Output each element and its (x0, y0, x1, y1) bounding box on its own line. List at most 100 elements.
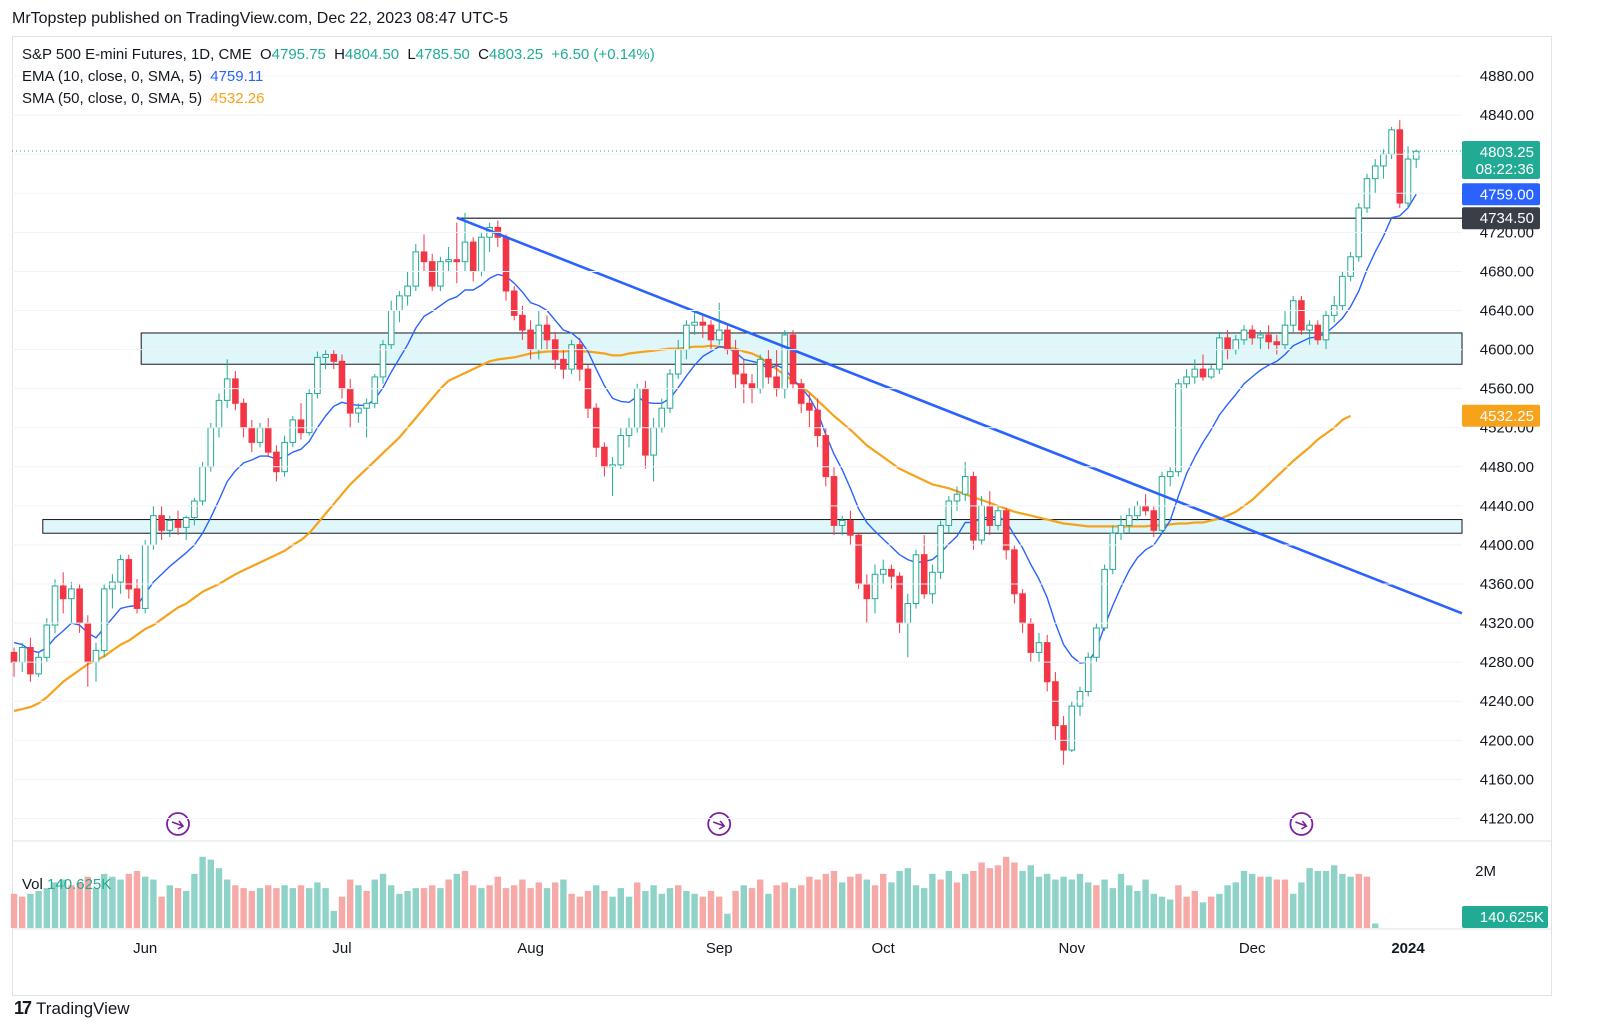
candle (428, 253, 436, 291)
vol-label: Vol (22, 876, 43, 893)
volume-bar (289, 888, 296, 928)
volume-bar (240, 888, 247, 928)
volume-bar (338, 896, 346, 928)
ema-legend[interactable]: EMA (10, close, 0, SMA, 5) 4759.11 (22, 66, 267, 87)
candle (576, 337, 584, 381)
x-tick-label: Oct (872, 940, 896, 957)
volume-bar (511, 885, 518, 928)
time-axis: Jun Jul Aug Sep Oct Nov Dec 2024 (133, 940, 1425, 957)
volume-bar (634, 882, 641, 928)
candle-body (379, 344, 387, 378)
volume-bar (1158, 896, 1166, 928)
candle-body (986, 505, 994, 526)
candle-body (1224, 337, 1231, 351)
volume-bar (76, 882, 83, 928)
candle (707, 320, 715, 350)
volume-bar (437, 888, 444, 928)
ema-label: EMA (10, close, 0, SMA, 5) (22, 68, 203, 85)
event-arrow (171, 820, 185, 830)
y-tick-label: 4560.00 (1480, 381, 1534, 398)
candle (953, 486, 961, 511)
volume-legend[interactable]: Vol 140.625K (22, 876, 111, 893)
candle-body (904, 603, 912, 624)
candle-body (1322, 314, 1330, 341)
symbol-legend[interactable]: S&P 500 E-mini Futures, 1D, CME O4795.75… (22, 44, 659, 65)
volume-bar (1060, 876, 1067, 928)
candle (412, 244, 420, 291)
candle-body (1281, 324, 1289, 346)
volume-bar (601, 890, 608, 928)
candle-body (1388, 129, 1395, 155)
candle (560, 349, 567, 379)
candle-body (1125, 515, 1133, 526)
candle (363, 398, 370, 438)
candle-body (683, 324, 690, 351)
candle-body (150, 515, 157, 546)
candle (970, 471, 977, 550)
candle (1150, 505, 1158, 538)
candle-body (1216, 337, 1223, 370)
chart-frame (12, 36, 1552, 996)
candle (1142, 494, 1149, 516)
candle (904, 593, 912, 658)
candle-body (855, 534, 862, 585)
volume-bar (724, 913, 731, 928)
tradingview-footer[interactable]: 17 TradingView (14, 998, 130, 1019)
volume-bar (1027, 865, 1034, 928)
event-arrow (712, 820, 726, 830)
volume-bar (781, 882, 788, 928)
volume-bar (716, 896, 723, 928)
volume-bar (962, 873, 969, 928)
candle (117, 554, 124, 594)
candle (1216, 332, 1223, 375)
candle (133, 579, 141, 614)
y-tick-label: 4400.00 (1480, 537, 1534, 554)
volume-bar (1011, 862, 1018, 928)
volume-bar (43, 888, 50, 928)
candle-body (314, 356, 321, 395)
candle (1240, 325, 1248, 345)
candle-body (125, 559, 133, 590)
volume-bar (683, 890, 690, 928)
candle (756, 354, 764, 394)
candle-body (945, 500, 953, 526)
candle (1093, 623, 1100, 663)
candle (1314, 320, 1322, 345)
volume-bar (1208, 896, 1215, 928)
volume-bar (379, 873, 387, 928)
candle-body (1404, 158, 1412, 204)
candle-body (281, 441, 288, 473)
candle (797, 378, 805, 414)
candle-body (830, 476, 838, 526)
volume-bar (1076, 873, 1084, 928)
ema-value: 4759.11 (210, 68, 264, 85)
volume-bar (1290, 893, 1297, 928)
volume-bar (822, 873, 829, 928)
candle (1002, 507, 1010, 560)
sma-value: 4532.26 (210, 90, 265, 107)
candle-body (182, 517, 190, 528)
candle (289, 416, 297, 448)
volume-bar (1167, 899, 1174, 928)
sma-legend[interactable]: SMA (50, close, 0, SMA, 5) 4532.26 (22, 88, 268, 109)
candle-body (289, 419, 297, 443)
candle-body (1117, 524, 1125, 534)
candle-body (617, 435, 625, 466)
candle (199, 461, 206, 506)
y-tick-label: 4880.00 (1480, 68, 1534, 85)
volume-bar (142, 876, 149, 928)
candle (765, 349, 772, 384)
x-tick-label: Jun (133, 940, 157, 957)
candle-body (1380, 153, 1387, 167)
volume-bar (1019, 871, 1026, 928)
volume-bar (650, 885, 657, 928)
candle-body (863, 583, 871, 600)
volume-bar (215, 868, 223, 928)
price-label: 4532.25 (1462, 404, 1540, 427)
price-label-bg (1462, 404, 1540, 427)
candle-body (1371, 165, 1379, 180)
volume-bar (51, 882, 59, 928)
candle (305, 388, 313, 436)
candle-body (420, 251, 428, 263)
